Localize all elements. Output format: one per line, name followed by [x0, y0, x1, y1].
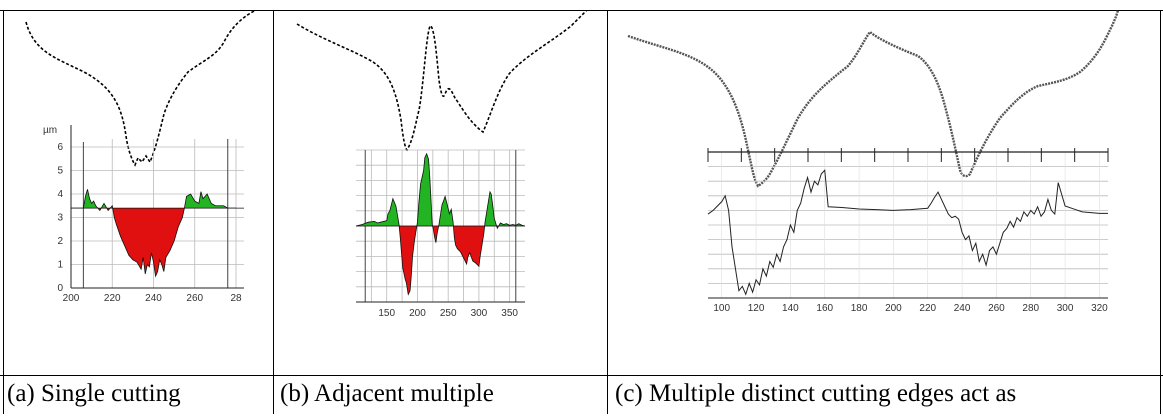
- y-tick-label-a: 1: [57, 260, 63, 271]
- panel-b-plot: 150 200 250 300 350: [296, 10, 588, 319]
- caption-a: (a) Single cutting: [7, 380, 181, 407]
- y-axis-label-a: µm: [43, 125, 57, 136]
- x-tick-label-a: 220: [104, 293, 121, 304]
- x-tick-label-b: 300: [471, 308, 488, 319]
- y-tick-label-a: 3: [57, 213, 63, 224]
- caption-row: [0, 375, 1163, 416]
- caption-b: (b) Adjacent multiple: [280, 380, 494, 407]
- y-tick-label-a: 2: [57, 236, 63, 247]
- x-tick-label-b: 150: [378, 308, 395, 319]
- y-tick-label-a: 0: [57, 283, 63, 294]
- x-tick-label-c: 180: [851, 303, 868, 314]
- cutting-profile-b: [296, 10, 588, 152]
- area-below-a: [97, 208, 185, 277]
- area-above-a: [71, 189, 236, 209]
- cutting-profile-c: [627, 10, 1120, 188]
- x-tick-label-b: 200: [409, 308, 426, 319]
- x-tick-label-c: 280: [1022, 303, 1039, 314]
- y-tick-label-a: 4: [57, 189, 63, 200]
- x-tick-label-c: 260: [988, 303, 1005, 314]
- x-tick-label-c: 220: [919, 303, 936, 314]
- panel-a-plot: 0 1 2 3 4 5 6 200 220 240 260 28 µm: [25, 10, 257, 304]
- x-tick-label-c: 240: [954, 303, 971, 314]
- x-tick-label-a: 240: [145, 293, 162, 304]
- y-tick-label-a: 5: [57, 166, 63, 177]
- cutting-profile-a: [25, 10, 257, 167]
- x-tick-label-c: 100: [713, 303, 730, 314]
- x-tick-label-b: 250: [440, 308, 457, 319]
- x-tick-label-c: 300: [1057, 303, 1074, 314]
- panel-c-plot: 100 120 140 160 180 200 220 240 260 280 300 320: [627, 10, 1120, 314]
- x-tick-label-a: 260: [186, 293, 203, 304]
- x-tick-label-c: 320: [1091, 303, 1108, 314]
- x-tick-label-c: 120: [748, 303, 765, 314]
- panel-a: 0 1 2 3 4 5 6 200 220 240 260 28 µm: [3, 10, 274, 414]
- profile-line-c: [707, 169, 1108, 296]
- x-tick-label-a: 28: [230, 293, 242, 304]
- panel-b: 150 200 250 300 350: [273, 10, 608, 414]
- x-tick-label-c: 140: [782, 303, 799, 314]
- panel-c: 100 120 140 160 180 200 220 240 260 280 300 320: [608, 10, 1161, 414]
- x-tick-label-a: 200: [63, 293, 80, 304]
- profile-line-b: [355, 152, 526, 296]
- caption-c: (c) Multiple distinct cutting edges act …: [615, 380, 1017, 407]
- profile-line-a: [71, 189, 236, 278]
- x-tick-label-b: 350: [501, 308, 518, 319]
- table-top-border: [0, 10, 1163, 11]
- x-tick-label-c: 200: [885, 303, 902, 314]
- y-tick-label-a: 6: [57, 142, 63, 153]
- x-tick-label-c: 160: [816, 303, 833, 314]
